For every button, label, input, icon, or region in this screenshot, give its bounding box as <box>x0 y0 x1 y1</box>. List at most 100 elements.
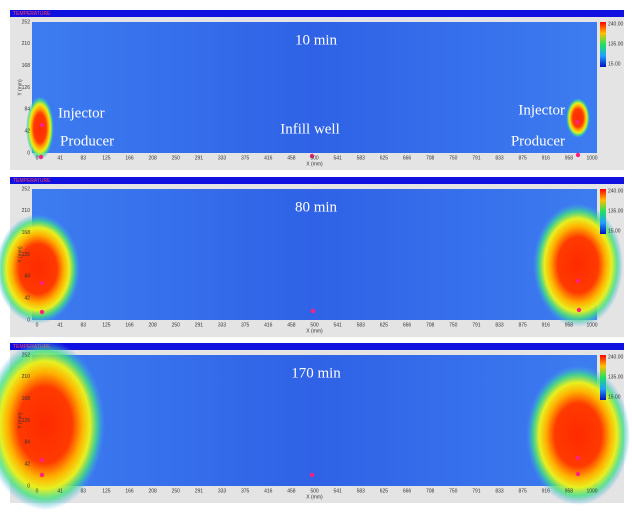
colorbar <box>600 22 606 67</box>
x-tick-label: 41 <box>57 322 63 328</box>
field <box>32 355 597 486</box>
annotation: Injector <box>58 105 105 121</box>
well <box>39 457 45 463</box>
y-tick-label: 126 <box>22 418 31 424</box>
y-tick-label: 252 <box>22 19 31 25</box>
y-axis-label: Y (mm) <box>17 79 23 96</box>
colorbar-label: 15.00 <box>608 61 621 67</box>
x-tick-label: 625 <box>380 322 389 328</box>
x-tick-label: 916 <box>542 488 551 494</box>
x-axis-label: X (mm) <box>306 328 323 334</box>
x-axis-label: X (mm) <box>306 494 323 500</box>
annotation: Producer <box>511 133 565 149</box>
x-tick-label: 1000 <box>586 488 597 494</box>
x-tick-label: 166 <box>125 322 134 328</box>
x-tick-label: 291 <box>195 322 204 328</box>
y-tick-label: 210 <box>22 41 31 47</box>
x-tick-label: 666 <box>403 155 412 161</box>
y-tick-label: 126 <box>22 85 31 91</box>
well <box>575 471 581 477</box>
y-tick-label: 42 <box>24 295 30 301</box>
x-tick-label: 0 <box>36 155 39 161</box>
y-tick-label: 84 <box>24 440 30 446</box>
x-tick-label: 416 <box>264 155 273 161</box>
colorbar-label: 135.00 <box>608 41 624 47</box>
x-tick-label: 875 <box>518 155 527 161</box>
x-tick-label: 291 <box>195 155 204 161</box>
y-tick-label: 168 <box>22 230 31 236</box>
header-bar <box>10 177 624 184</box>
x-tick-label: 708 <box>426 322 435 328</box>
x-tick-label: 625 <box>380 155 389 161</box>
well <box>39 280 45 286</box>
x-tick-label: 125 <box>102 322 111 328</box>
well <box>38 154 44 160</box>
x-tick-label: 500 <box>310 322 319 328</box>
x-tick-label: 333 <box>218 488 227 494</box>
x-tick-label: 1000 <box>586 155 597 161</box>
x-tick-label: 333 <box>218 155 227 161</box>
y-tick-label: 210 <box>22 374 31 380</box>
colorbar-label: 15.00 <box>608 394 621 400</box>
panel: TEMPERATURE240.00135.0015.00042841261682… <box>0 340 630 510</box>
x-tick-label: 208 <box>148 488 157 494</box>
colorbar-label: 135.00 <box>608 208 624 214</box>
hot-zone <box>26 96 54 160</box>
well <box>574 119 580 125</box>
header: TEMPERATURE <box>13 178 51 184</box>
x-tick-label: 375 <box>241 155 250 161</box>
well <box>39 472 45 478</box>
x-tick-label: 750 <box>449 322 458 328</box>
colorbar <box>600 189 606 234</box>
x-tick-label: 708 <box>426 155 435 161</box>
header: TEMPERATURE <box>13 11 51 17</box>
x-tick-label: 208 <box>148 322 157 328</box>
x-tick-label: 125 <box>102 488 111 494</box>
x-tick-label: 875 <box>518 488 527 494</box>
x-tick-label: 250 <box>172 322 181 328</box>
x-tick-label: 458 <box>287 155 296 161</box>
x-tick-label: 833 <box>495 155 504 161</box>
panel: TEMPERATURE240.00135.0015.00042841261682… <box>10 10 624 170</box>
x-tick-label: 833 <box>495 322 504 328</box>
header-bar <box>10 343 624 350</box>
well <box>39 122 45 128</box>
hot-zone <box>0 214 80 324</box>
x-tick-label: 166 <box>125 488 134 494</box>
y-tick-label: 42 <box>24 461 30 467</box>
y-tick-label: 126 <box>22 252 31 258</box>
y-tick-label: 42 <box>24 128 30 134</box>
colorbar-label: 240.00 <box>608 354 624 360</box>
field <box>32 22 597 153</box>
x-tick-label: 541 <box>333 488 342 494</box>
x-tick-label: 583 <box>357 155 366 161</box>
x-tick-label: 791 <box>472 155 481 161</box>
well <box>39 309 45 315</box>
y-axis-label: Y (mm) <box>17 246 23 263</box>
x-tick-label: 250 <box>172 488 181 494</box>
annotation: Producer <box>60 133 114 149</box>
well <box>575 455 581 461</box>
y-tick-label: 168 <box>22 63 31 69</box>
colorbar-label: 240.00 <box>608 21 624 27</box>
hot-zone <box>0 340 105 510</box>
time-label: 80 min <box>295 199 338 215</box>
annotation: Injector <box>518 102 565 118</box>
x-tick-label: 375 <box>241 488 250 494</box>
x-tick-label: 41 <box>57 488 63 494</box>
x-tick-label: 958 <box>565 488 574 494</box>
x-tick-label: 583 <box>357 488 366 494</box>
y-tick-label: 252 <box>22 352 31 358</box>
well <box>575 278 581 284</box>
x-tick-label: 916 <box>542 155 551 161</box>
x-tick-label: 166 <box>125 155 134 161</box>
x-tick-label: 666 <box>403 488 412 494</box>
x-tick-label: 83 <box>80 488 86 494</box>
y-axis-label: Y (mm) <box>17 412 23 429</box>
y-tick-label: 0 <box>27 317 30 323</box>
hot-zone <box>526 365 630 505</box>
hot-zone <box>566 98 590 138</box>
x-tick-label: 250 <box>172 155 181 161</box>
x-tick-label: 541 <box>333 155 342 161</box>
x-tick-label: 916 <box>542 322 551 328</box>
